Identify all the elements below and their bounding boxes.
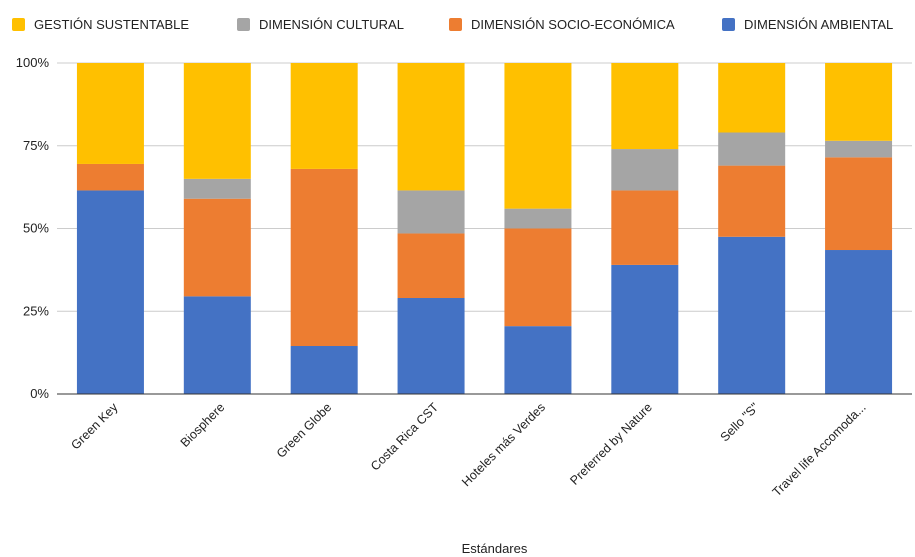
y-tick-label: 25% bbox=[23, 303, 49, 318]
bar-segment bbox=[397, 63, 465, 191]
bar-segment bbox=[611, 63, 679, 150]
bar-segment bbox=[397, 298, 465, 394]
bar-segment bbox=[183, 63, 251, 179]
y-tick-label: 0% bbox=[30, 386, 49, 401]
bar-segment bbox=[290, 346, 358, 394]
bar-segment bbox=[290, 168, 358, 347]
bar-segment bbox=[611, 149, 679, 191]
bar-segment bbox=[825, 250, 893, 394]
bar-segment bbox=[611, 264, 679, 394]
legend-item: DIMENSIÓN CULTURAL bbox=[237, 17, 404, 32]
x-axis-title: Estándares bbox=[462, 541, 528, 556]
bar-segment bbox=[504, 208, 572, 229]
bar-segment bbox=[718, 63, 786, 133]
y-tick-label: 75% bbox=[23, 138, 49, 153]
bar-segment bbox=[718, 132, 786, 166]
x-category-label: Sello "S" bbox=[718, 400, 762, 444]
legend: GESTIÓN SUSTENTABLE DIMENSIÓN CULTURAL DIM… bbox=[12, 17, 893, 32]
x-category-label: Green Globe bbox=[274, 400, 335, 461]
y-axis-tick-labels: 0% 25% 50% 75% 100% bbox=[16, 55, 50, 401]
bar-segment bbox=[183, 296, 251, 394]
legend-swatch bbox=[449, 18, 462, 31]
x-category-label: Hoteles más Verdes bbox=[459, 400, 548, 489]
legend-item: DIMENSIÓN AMBIENTAL bbox=[722, 17, 893, 32]
bars bbox=[76, 63, 893, 394]
x-category-label: Travel life Accomoda... bbox=[770, 400, 869, 499]
legend-item: GESTIÓN SUSTENTABLE bbox=[12, 17, 189, 32]
legend-label: DIMENSIÓN CULTURAL bbox=[259, 17, 404, 32]
x-category-label: Green Key bbox=[68, 400, 121, 453]
bar-segment bbox=[397, 190, 465, 234]
bar-segment bbox=[76, 163, 144, 191]
bar-segment bbox=[183, 178, 251, 199]
bar-segment bbox=[718, 165, 786, 237]
bar-segment bbox=[718, 236, 786, 394]
legend-item: DIMENSIÓN SOCIO-ECONÓMICA bbox=[449, 17, 675, 32]
bar-segment bbox=[504, 63, 572, 209]
bar-segment bbox=[825, 63, 893, 141]
bar-segment bbox=[397, 233, 465, 299]
bar-segment bbox=[76, 63, 144, 164]
bar-segment bbox=[825, 157, 893, 251]
legend-swatch bbox=[237, 18, 250, 31]
bar-segment bbox=[76, 190, 144, 394]
x-axis-category-labels: Green Key Biosphere Green Globe Costa Rica … bbox=[68, 400, 868, 500]
bar-segment bbox=[611, 190, 679, 265]
legend-swatch bbox=[12, 18, 25, 31]
bar-segment bbox=[825, 140, 893, 158]
legend-label: DIMENSIÓN AMBIENTAL bbox=[744, 17, 893, 32]
x-category-label: Costa Rica CST bbox=[368, 400, 442, 474]
bar-segment bbox=[183, 198, 251, 297]
bar-segment bbox=[504, 228, 572, 327]
bar-segment bbox=[290, 63, 358, 169]
legend-label: GESTIÓN SUSTENTABLE bbox=[34, 17, 189, 32]
x-category-label: Preferred by Nature bbox=[567, 400, 655, 488]
y-tick-label: 100% bbox=[16, 55, 50, 70]
bar-segment bbox=[504, 326, 572, 394]
y-tick-label: 50% bbox=[23, 221, 49, 236]
legend-swatch bbox=[722, 18, 735, 31]
legend-label: DIMENSIÓN SOCIO-ECONÓMICA bbox=[471, 17, 675, 32]
x-category-label: Biosphere bbox=[178, 400, 228, 450]
